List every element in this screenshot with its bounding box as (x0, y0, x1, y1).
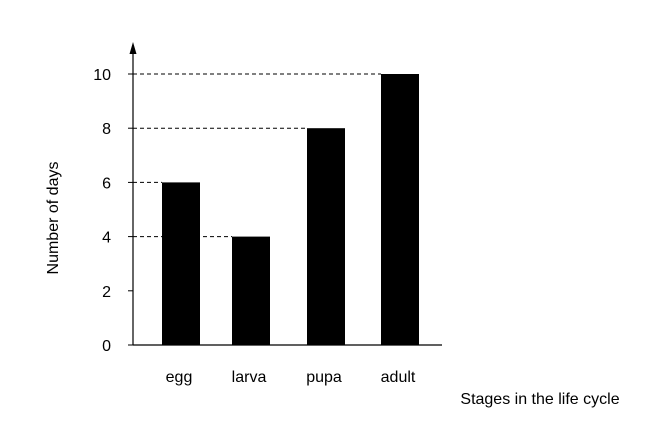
y-tick-label: 0 (102, 338, 111, 355)
bar-pupa (307, 128, 345, 345)
bar-egg (162, 182, 200, 345)
axes (129, 42, 442, 346)
category-label-adult: adult (381, 369, 416, 386)
y-tick-label: 10 (93, 67, 111, 84)
y-ticks: 0 2 4 6 8 10 (93, 67, 133, 355)
category-labels: egg larva pupa adult (166, 369, 416, 386)
category-label-egg: egg (166, 369, 193, 386)
y-tick-label: 4 (102, 230, 111, 247)
category-label-pupa: pupa (306, 369, 342, 386)
bar-larva (232, 236, 270, 345)
x-axis-label: Stages in the life cycle (460, 391, 619, 408)
bars (162, 74, 419, 345)
y-tick-label: 6 (102, 175, 111, 192)
y-tick-label: 8 (102, 121, 111, 138)
bar-adult (381, 74, 419, 345)
category-label-larva: larva (232, 369, 267, 386)
y-axis-arrow-icon (129, 42, 137, 54)
y-tick-label: 2 (102, 284, 111, 301)
y-axis-label: Number of days (45, 162, 62, 275)
